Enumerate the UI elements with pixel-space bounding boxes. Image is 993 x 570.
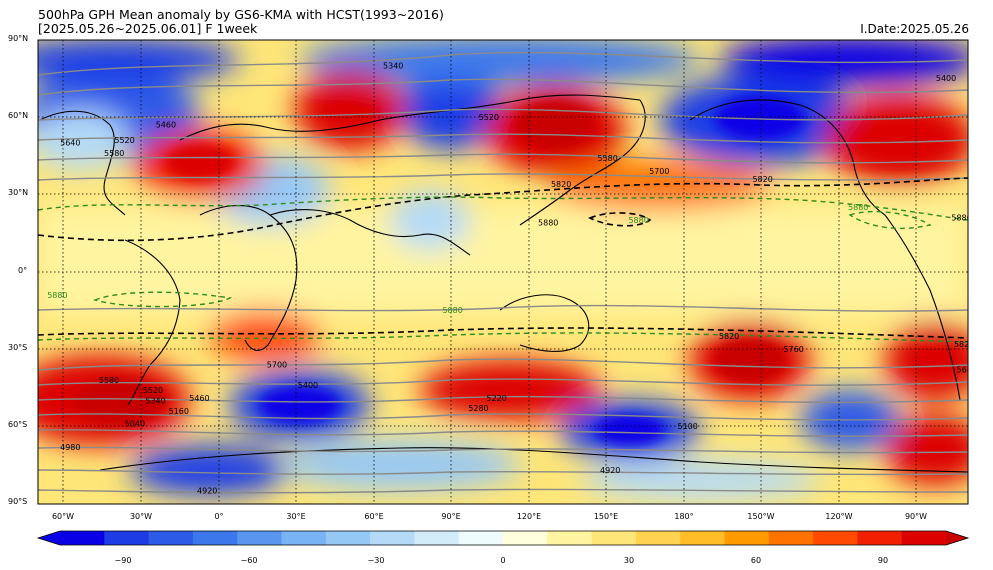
colorbar-swatch [591, 531, 637, 545]
map-title: 500hPa GPH Mean anomaly by GS6-KMA with … [38, 8, 444, 36]
contour-label: 4920 [600, 466, 620, 475]
contour-labels: 5340 5400 5460 5520 5580 5640 5520 5580 5700 5820… [47, 61, 977, 496]
contour-label: 5520 [143, 386, 163, 395]
lat-label-60s: 60°S [8, 420, 28, 429]
contour-label: 5220 [486, 394, 506, 403]
contour-label: 5520 [479, 113, 499, 122]
colorbar-swatch [281, 531, 327, 545]
contour-label: 5520 [114, 136, 134, 145]
lat-label-90s: 90°S [8, 497, 28, 506]
colorbar-tick-label: 30 [623, 556, 635, 565]
colorbar-swatch [857, 531, 903, 545]
lon-label-30e: 30°E [286, 512, 306, 521]
contour-label: 5700 [267, 360, 287, 369]
contour-label: 5400 [936, 74, 956, 83]
contour-label: 5460 [156, 121, 176, 130]
coastlines [39, 94, 968, 473]
contour-label: 5100 [678, 422, 698, 431]
lat-label-30s: 30°S [8, 343, 28, 352]
colorbar-swatch [635, 531, 681, 545]
colorbar-swatch [192, 531, 238, 545]
colorbar-swatch [237, 531, 282, 545]
title-line-2: [2025.05.26~2025.06.01] F 1week [38, 21, 258, 36]
colorbar-swatch [724, 531, 770, 545]
colorbar-swatch [414, 531, 460, 545]
colorbar-swatch [813, 531, 858, 545]
contour-label: 5880 [442, 306, 462, 315]
contour-label: 5880 [848, 203, 868, 212]
colorbar-swatch [104, 531, 150, 545]
lon-label-150e: 150°E [593, 512, 619, 521]
contour-label: 5580 [99, 376, 119, 385]
map-frame [37, 39, 969, 505]
lon-label-120e: 120°E [516, 512, 542, 521]
colorbar-tick-label: 60 [750, 556, 762, 565]
colorbar-tick-label: 0 [500, 556, 506, 565]
lat-label-90n: 90°N [8, 34, 29, 43]
contour-label: 5580 [104, 149, 124, 158]
lat-label-60n: 60°N [8, 111, 29, 120]
green-dashed-contours [38, 196, 968, 343]
lat-label-30n: 30°N [8, 188, 29, 197]
colorbar-swatch [503, 531, 548, 545]
colorbar-frame [36, 530, 970, 546]
lon-label-30w: 30°W [129, 512, 153, 521]
contour-label: 5160 [169, 407, 189, 416]
colorbar-swatch [768, 531, 814, 545]
lon-label-0: 0° [214, 512, 224, 521]
hcst-dashed-contours [38, 177, 968, 339]
contour-label: 5760 [783, 345, 803, 354]
contour-label: 5700 [649, 167, 669, 176]
contour-label: 5460 [189, 394, 209, 403]
contour-label: 5820 [954, 340, 974, 349]
colorbar-swatch [370, 531, 415, 545]
contour-label: 5880 [951, 213, 971, 222]
colorbar-swatch [60, 531, 105, 545]
contour-label: 5400 [298, 381, 318, 390]
contour-label: 5880 [47, 291, 67, 300]
lon-label-60w: 60°W [51, 512, 75, 521]
lon-label-180: 180° [674, 512, 694, 521]
colorbar-swatch [458, 531, 504, 545]
contour-label: 5820 [752, 175, 772, 184]
init-date: I.Date:2025.05.26 [860, 22, 969, 36]
lon-label-150w: 150°W [747, 512, 775, 521]
colorbar-swatch [680, 531, 725, 545]
colorbar-swatch [901, 531, 947, 545]
lon-label-90w: 90°W [904, 512, 928, 521]
contour-label: 5880 [538, 219, 558, 228]
lat-label-eq: 0° [18, 266, 28, 275]
contour-label: 5820 [551, 180, 571, 189]
colorbar-swatch [547, 531, 593, 545]
contour-label: 5340 [383, 61, 403, 70]
contour-label: 5340 [145, 396, 165, 405]
lon-label-60e: 60°E [364, 512, 384, 521]
contour-label: 5880 [628, 216, 648, 225]
colorbar-swatch [148, 531, 194, 545]
colorbar-swatch [325, 531, 371, 545]
colorbar-min-arrow [38, 531, 60, 545]
contour-label: 5820 [719, 332, 739, 341]
contour-label: 5640 [957, 366, 977, 375]
colorbar-tick-label: −30 [367, 556, 385, 565]
anomaly-field: 5340 5400 5460 5520 5580 5640 5520 5580 5700 5820… [38, 40, 977, 504]
contour-label: 4980 [60, 443, 80, 452]
graticule [38, 40, 968, 504]
contour-label: 5580 [597, 154, 617, 163]
colorbar-tick-label: 90 [877, 556, 889, 565]
lon-label-120w: 120°W [825, 512, 853, 521]
colorbar [36, 530, 970, 546]
contour-label: 5640 [60, 139, 80, 148]
colorbar-tick-label: −60 [240, 556, 258, 565]
contour-label: 4920 [197, 487, 217, 496]
colorbar-max-arrow [946, 531, 968, 545]
title-line-1: 500hPa GPH Mean anomaly by GS6-KMA with … [38, 7, 444, 22]
lon-label-90e: 90°E [441, 512, 461, 521]
colorbar-tick-label: −90 [114, 556, 132, 565]
contour-label: 5280 [468, 404, 488, 413]
contour-label: 5040 [125, 420, 145, 429]
gph-contours [38, 51, 968, 494]
